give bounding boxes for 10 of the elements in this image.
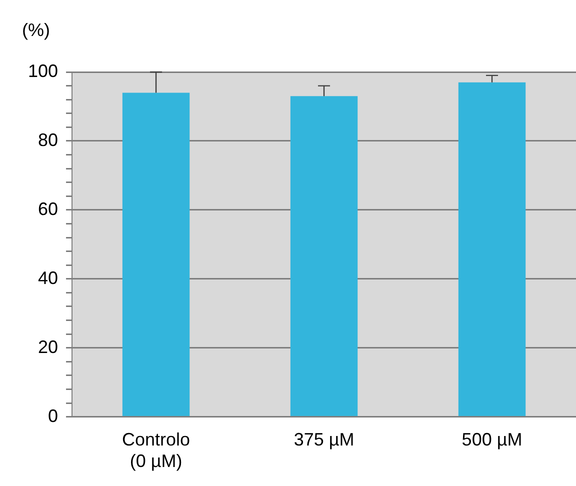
y-tick-label: 100 — [28, 60, 58, 81]
y-tick-label: 80 — [38, 130, 58, 150]
y-tick-label: 60 — [38, 198, 58, 219]
x-tick-label: Controlo (0 µM) — [122, 430, 190, 472]
y-tick-label: 20 — [38, 336, 58, 357]
y-axis-title: (%) — [22, 20, 50, 41]
x-tick-label: 375 µM — [294, 430, 354, 450]
x-tick-label: 500 µM — [462, 430, 522, 450]
y-tick-label: 0 — [48, 406, 58, 426]
y-tick-label: 40 — [38, 268, 58, 288]
